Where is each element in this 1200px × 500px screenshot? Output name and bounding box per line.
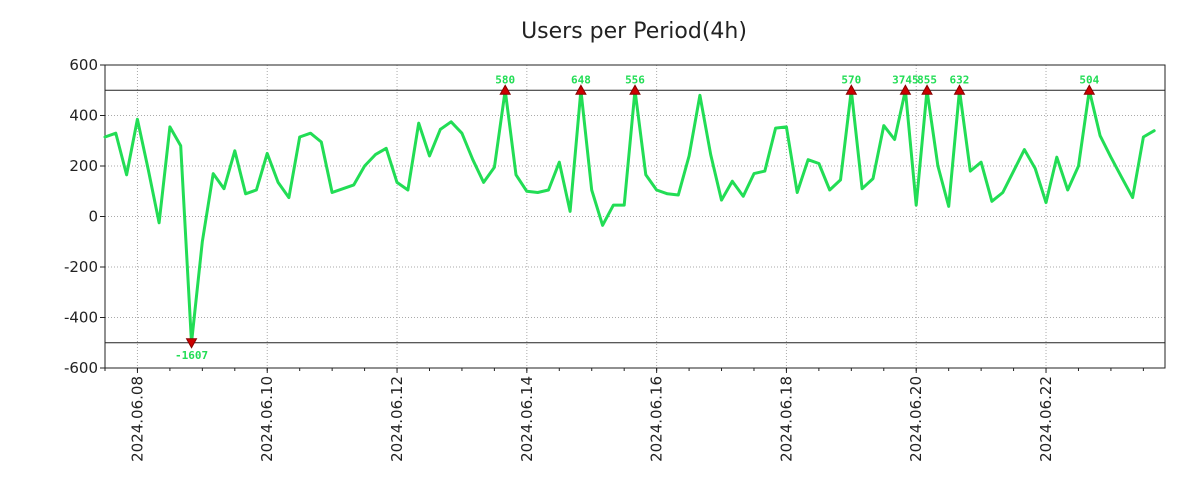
y-tick-label: -200 xyxy=(64,258,98,276)
y-tick-label: 400 xyxy=(69,107,98,125)
clip-marker xyxy=(953,84,966,95)
clip-value-label: 580 xyxy=(495,73,515,86)
clip-marker xyxy=(845,84,858,95)
plot-frame xyxy=(104,64,1166,369)
clip-value-label: 855 xyxy=(917,73,937,86)
clip-marker xyxy=(185,338,198,349)
clip-value-label: 3745 xyxy=(892,73,919,86)
x-tick-label: 2024.06.12 xyxy=(388,376,406,462)
x-tick-label: 2024.06.18 xyxy=(777,376,795,462)
y-tick-label: 0 xyxy=(88,208,98,226)
clip-value-label: 632 xyxy=(950,73,970,86)
clip-marker xyxy=(1083,84,1096,95)
clip-marker xyxy=(575,84,587,95)
axes-ticks: 600 400 200 0 -200 -400 -600 2024.06.08 2024.06.… xyxy=(64,56,1144,462)
y-tick-label: -400 xyxy=(64,309,98,327)
clip-value-label: 556 xyxy=(625,73,645,86)
x-tick-label: 2024.06.08 xyxy=(128,376,146,462)
clip-value-label: 570 xyxy=(841,73,861,86)
y-tick-label: -600 xyxy=(64,359,98,377)
x-tick-label: 2024.06.20 xyxy=(907,376,925,462)
series-line-group xyxy=(103,88,1156,345)
y-tick-label: 600 xyxy=(69,56,98,74)
chart-title: Users per Period(4h) xyxy=(521,19,747,44)
y-tick-label: 200 xyxy=(69,157,98,175)
clip-marker xyxy=(629,84,641,95)
x-tick-label: 2024.06.14 xyxy=(518,376,536,462)
x-tick-label: 2024.06.16 xyxy=(648,376,666,462)
clip-marker xyxy=(921,84,933,95)
clip-marker xyxy=(899,84,912,95)
series-line xyxy=(103,88,1156,345)
x-tick-label: 2024.06.10 xyxy=(258,376,276,462)
clip-marker xyxy=(499,84,512,95)
x-tick-label: 2024.06.22 xyxy=(1037,376,1055,462)
clip-value-label: 504 xyxy=(1079,73,1099,86)
clip-value-label: -1607 xyxy=(175,349,208,362)
clip-value-label: 648 xyxy=(571,73,591,86)
grid-lines xyxy=(105,65,1165,368)
